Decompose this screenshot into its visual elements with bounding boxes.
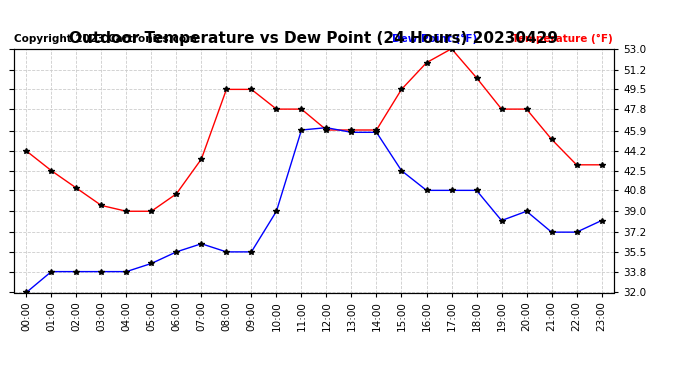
Text: Temperature (°F): Temperature (°F) [512,34,613,44]
Text: Copyright 2023 Cartronics.com: Copyright 2023 Cartronics.com [14,34,197,44]
Title: Outdoor Temperature vs Dew Point (24 Hours) 20230429: Outdoor Temperature vs Dew Point (24 Hou… [70,31,558,46]
Text: Dew Point (°F): Dew Point (°F) [392,34,477,44]
